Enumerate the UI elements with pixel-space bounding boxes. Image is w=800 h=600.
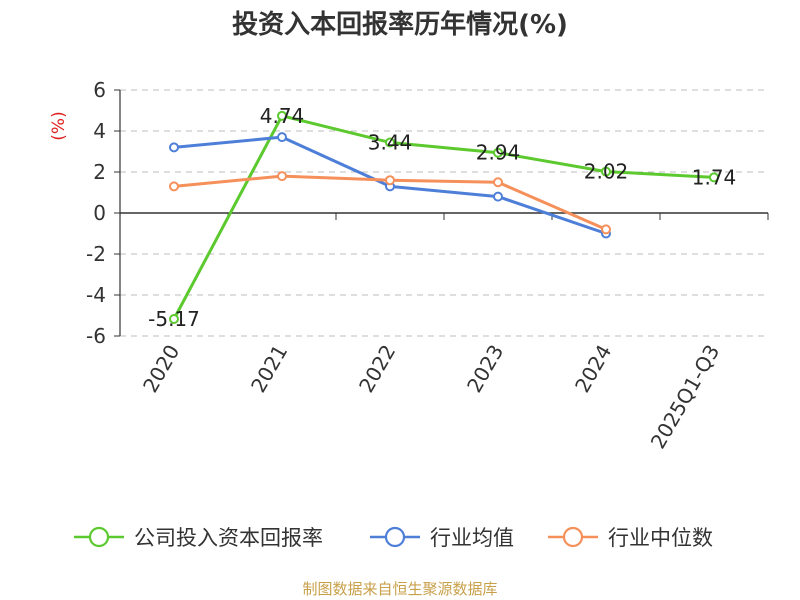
data-point <box>493 177 503 188</box>
x-tick-label: 2025Q1-Q3 <box>646 341 725 453</box>
y-tick-label: 4 <box>93 119 106 143</box>
data-point <box>709 172 719 183</box>
data-labels: -5.17 4.74 3.44 2.94 2.02 1.74 <box>148 104 736 331</box>
data-point <box>385 175 395 186</box>
chart-title: 投资入本回报率历年情况(%) <box>232 10 568 40</box>
y-tick-label: 2 <box>93 160 106 184</box>
data-label: 2.94 <box>476 141 521 165</box>
legend-label: 行业均值 <box>430 526 514 550</box>
series-lines <box>169 110 719 324</box>
source-note: 制图数据来自恒生聚源数据库 <box>302 580 498 598</box>
data-label: 1.74 <box>692 165 737 189</box>
data-point <box>277 110 287 121</box>
legend-marker <box>384 526 406 548</box>
x-tick-label: 2022 <box>354 341 400 397</box>
y-tick-label: -2 <box>86 242 106 266</box>
data-point <box>277 132 287 143</box>
legend-label: 公司投入资本回报率 <box>134 526 323 550</box>
data-point <box>169 142 179 153</box>
data-point <box>169 181 179 192</box>
series-line <box>172 114 715 320</box>
x-tick-label: 2023 <box>462 341 508 397</box>
data-label: 4.74 <box>260 104 305 128</box>
legend-marker <box>88 526 110 548</box>
x-tick-label: 2020 <box>138 341 184 397</box>
data-point <box>385 137 395 148</box>
y-tick-label: 0 <box>93 201 106 225</box>
data-label: 2.02 <box>584 160 629 184</box>
grid-lines <box>120 89 768 337</box>
data-point <box>493 147 503 158</box>
data-point <box>601 224 611 235</box>
data-point <box>277 171 287 182</box>
x-tick-label: 2021 <box>246 341 292 397</box>
data-point <box>169 313 179 324</box>
y-axis-label: (%) <box>49 111 69 140</box>
y-tick-label: -6 <box>86 324 106 348</box>
x-tick-label: 2024 <box>570 341 616 397</box>
data-label: -5.17 <box>148 307 200 331</box>
y-tick-label: 6 <box>93 78 106 102</box>
y-tick-label: -4 <box>86 283 106 307</box>
legend[interactable]: 公司投入资本回报率 行业均值 行业中位数 <box>74 526 713 550</box>
data-label: 3.44 <box>368 130 413 154</box>
legend-marker <box>562 526 584 548</box>
data-point <box>493 191 503 202</box>
legend-label: 行业中位数 <box>608 526 713 550</box>
data-point <box>601 166 611 177</box>
